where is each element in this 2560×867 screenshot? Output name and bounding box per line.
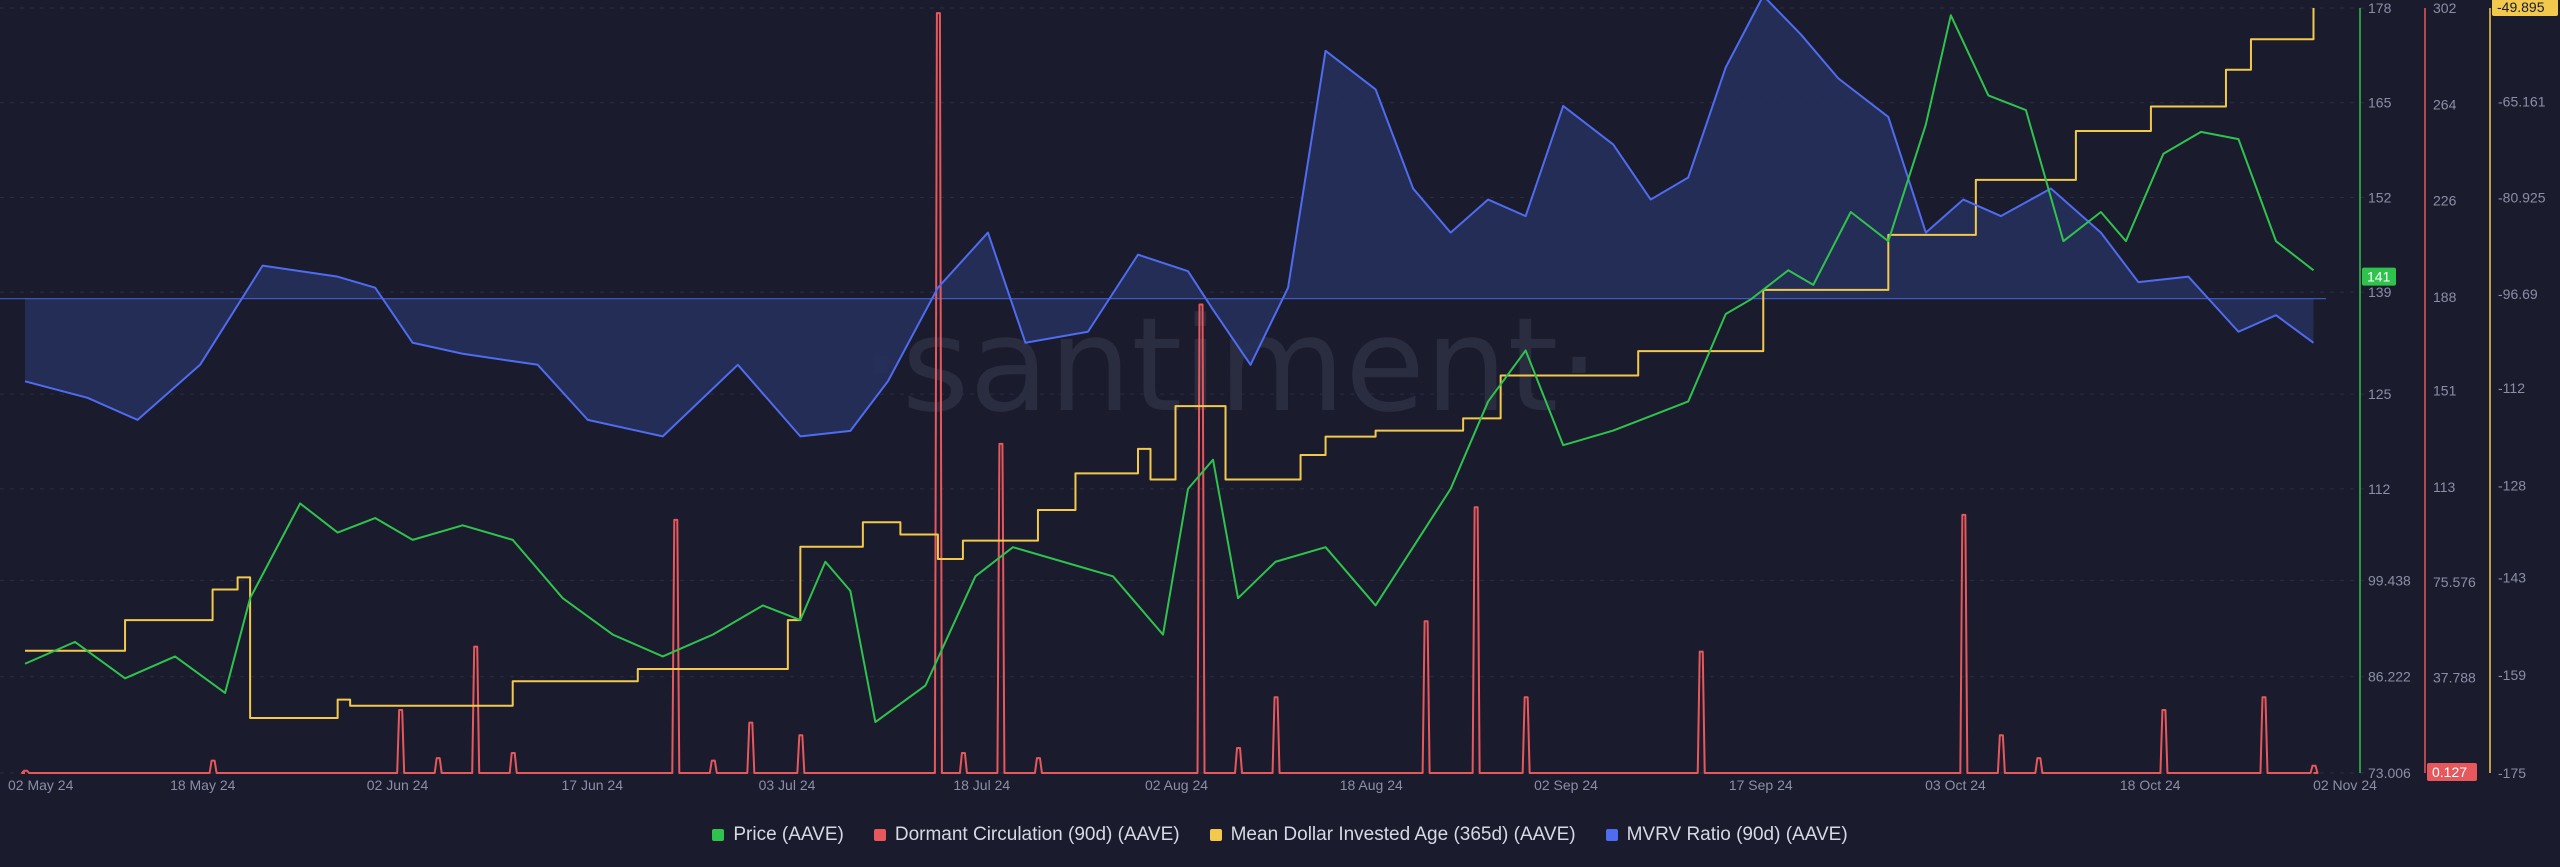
legend-item-mvrv[interactable]: MVRV Ratio (90d) (AAVE)	[1605, 824, 1848, 846]
x-tick-label: 18 Oct 24	[2120, 777, 2181, 793]
x-tick-label: 02 Nov 24	[2313, 777, 2377, 793]
tick-label-price: 86.222	[2368, 669, 2411, 685]
tick-label-price: 99.438	[2368, 572, 2411, 588]
tick-label-dormant: 151	[2433, 383, 2457, 399]
tick-label-mdia: -128	[2498, 478, 2526, 494]
tick-label-mdia: -175	[2498, 765, 2526, 781]
tick-label-dormant: 75.576	[2433, 574, 2476, 590]
mvrv-area	[0, 0, 2326, 437]
legend-label-mdia: Mean Dollar Invested Age (365d) (AAVE)	[1230, 824, 1576, 845]
axes: 178 165 152 139 125 112 99.438 86.222 73.006 141 3…	[2359, 0, 2558, 781]
x-tick-label: 02 May 24	[8, 777, 74, 793]
tick-label-dormant: 302	[2433, 0, 2457, 16]
x-tick-label: 18 Jul 24	[953, 777, 1010, 793]
tick-label-price: 152	[2368, 189, 2392, 205]
tick-label-price: 73.006	[2368, 765, 2411, 781]
series-line-mvrv	[24, 0, 2315, 438]
tick-label-price: 139	[2368, 284, 2392, 300]
x-tick-label: 18 Aug 24	[1340, 777, 1403, 793]
tick-label-dormant: 37.788	[2433, 670, 2476, 686]
current-badge-dormant	[2427, 763, 2477, 781]
tick-label-mdia: -65.161	[2498, 93, 2546, 109]
x-tick-label: 03 Jul 24	[759, 777, 816, 793]
current-badge-mdia	[2492, 0, 2558, 16]
x-tick-label: 02 Sep 24	[1534, 777, 1598, 793]
series-lines	[21, 0, 2319, 774]
legend-swatch-price	[712, 829, 725, 841]
tick-label-mdia: -96.69	[2498, 286, 2538, 302]
tick-label-mdia: -159	[2498, 667, 2526, 683]
x-tick-label: 02 Aug 24	[1145, 777, 1208, 793]
x-tick-label: 18 May 24	[170, 777, 236, 793]
legend-swatch-mvrv	[1605, 829, 1618, 841]
x-tick-label: 02 Jun 24	[367, 777, 429, 793]
series-line-mdia	[25, 8, 2315, 719]
tick-label-mdia: -143	[2498, 569, 2526, 585]
tick-label-dormant: 113	[2433, 479, 2456, 495]
legend: Price (AAVE) Dormant Circulation (90d) (…	[0, 818, 2560, 852]
legend-swatch-mdia	[1209, 829, 1222, 841]
legend-label-dormant: Dormant Circulation (90d) (AAVE)	[894, 824, 1180, 845]
legend-item-price[interactable]: Price (AAVE)	[712, 824, 844, 846]
x-tick-label: 17 Sep 24	[1729, 777, 1793, 793]
tick-label-price: 112	[2368, 481, 2391, 497]
mvrv-area-fill	[25, 0, 2314, 437]
tick-label-dormant: 188	[2433, 289, 2457, 305]
tick-label-dormant: 264	[2433, 96, 2457, 112]
current-badge-text-mdia: -49.895	[2497, 0, 2545, 15]
tick-label-price: 165	[2368, 95, 2392, 111]
tick-label-price: 125	[2368, 386, 2392, 402]
legend-item-dormant[interactable]: Dormant Circulation (90d) (AAVE)	[873, 824, 1180, 846]
current-badge-text-price: 141	[2367, 269, 2391, 285]
legend-item-mdia[interactable]: Mean Dollar Invested Age (365d) (AAVE)	[1209, 824, 1576, 846]
tick-label-dormant: 226	[2433, 193, 2457, 209]
tick-label-price: 178	[2368, 0, 2392, 16]
x-tick-label: 03 Oct 24	[1925, 777, 1986, 793]
current-badge-text-dormant: 0.127	[2432, 764, 2467, 780]
legend-swatch-dormant	[873, 829, 886, 841]
legend-label-mvrv: MVRV Ratio (90d) (AAVE)	[1626, 824, 1848, 845]
current-badge-price	[2362, 267, 2396, 286]
x-axis: 02 May 24 18 May 24 02 Jun 24 17 Jun 24 03 J…	[8, 777, 2377, 793]
tick-label-mdia: -80.925	[2498, 190, 2546, 206]
series-line-price	[24, 14, 2315, 724]
x-tick-label: 17 Jun 24	[562, 777, 624, 793]
series-line-dormant	[21, 12, 2319, 774]
tick-label-mdia: -112	[2498, 380, 2525, 396]
legend-label-price: Price (AAVE)	[733, 824, 844, 845]
